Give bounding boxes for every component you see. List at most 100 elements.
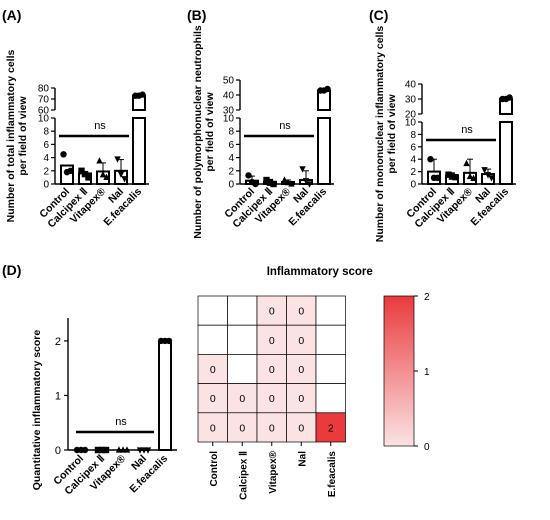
heatmap-column-label: Control	[209, 451, 220, 487]
heatmap-cell-value: 0	[298, 306, 304, 318]
data-point	[103, 173, 110, 180]
ns-label: ns	[94, 120, 106, 132]
data-point	[117, 171, 125, 178]
y-axis-title: Quantitative inflammatory score	[31, 330, 43, 491]
heatmap-cell-value: 0	[210, 422, 216, 434]
panel-label: (B)	[187, 7, 206, 23]
heatmap-column-label: Vitapex®	[268, 450, 279, 493]
data-point	[427, 156, 434, 163]
chart-d: (D) 0 1 2 Quantitative inflammatory score Con…	[2, 262, 430, 500]
data-point	[281, 176, 288, 183]
panel-label: (C)	[369, 7, 388, 23]
bar-lower	[499, 121, 513, 185]
heatmap-cell-value: 0	[269, 364, 275, 376]
data-point	[434, 174, 441, 181]
y-axis-title-line: Number of total inflammatory cells	[5, 49, 17, 222]
panel-b: (B) Number of polymorphonuclear neutrophi…	[185, 0, 368, 250]
data-point	[466, 172, 474, 180]
panel-c: (C) Number of mononuclear inflammatory ce…	[367, 0, 550, 250]
chart-a: (A) Number of total inflammatory cellsper…	[2, 7, 149, 230]
data-point	[114, 156, 121, 163]
y-tick-label: 0	[410, 180, 416, 191]
colorbar-tick-label: 1	[424, 367, 430, 378]
data-point	[121, 176, 128, 183]
y-axis-title-line: per field of view	[386, 93, 398, 173]
heatmap-column-label: E.feacalis	[327, 451, 338, 498]
heatmap-cell	[315, 412, 346, 443]
y-tick-label: 0	[55, 445, 61, 457]
data-point	[85, 174, 92, 181]
data-point	[448, 173, 456, 180]
y-tick-label: 80	[38, 84, 50, 95]
data-point	[81, 170, 89, 178]
y-tick-label: 30	[223, 106, 235, 117]
y-tick-label: 2	[43, 166, 49, 177]
y-tick-label: 10	[38, 114, 50, 125]
data-point	[324, 85, 331, 93]
heatmap-cell-value: 0	[298, 364, 304, 376]
heatmap-cell	[286, 324, 317, 355]
heatmap-cell-value: 2	[328, 422, 334, 434]
heatmap-cell	[227, 324, 258, 355]
y-tick-label: 4	[228, 153, 234, 164]
data-point	[481, 167, 488, 174]
y-tick-label: 0	[43, 180, 49, 191]
y-tick-label: 10	[405, 118, 417, 129]
y-tick-label: 6	[43, 140, 49, 151]
ns-label: ns	[279, 120, 291, 132]
y-tick-label: 4	[43, 153, 49, 164]
y-tick-label: 30	[405, 95, 417, 106]
panel-label: (D)	[2, 262, 21, 278]
heatmap-cell-value: 0	[298, 335, 304, 347]
y-axis-title-line: per field of view	[17, 95, 29, 175]
y-tick-label: 4	[410, 155, 416, 166]
data-point	[445, 171, 452, 178]
panel-d: (D) 0 1 2 Quantitative inflammatory score Con…	[0, 255, 550, 515]
heatmap-cell-value: 0	[269, 335, 275, 347]
y-tick-label: 40	[223, 91, 235, 102]
y-tick-label: 8	[228, 127, 234, 138]
heatmap-cell	[197, 412, 228, 443]
y-tick-label: 2	[228, 166, 234, 177]
y-axis-title: Number of polymorphonuclear neutrophilsp…	[192, 25, 216, 239]
colorbar-tick-label: 2	[424, 292, 430, 303]
y-tick-label: 8	[43, 127, 49, 138]
heatmap-cell-value: 0	[269, 306, 275, 318]
y-axis-title-line: per field of view	[204, 91, 216, 171]
data-point	[470, 174, 477, 182]
data-point	[67, 167, 74, 174]
heatmap-cell	[286, 295, 317, 326]
heatmap-cell-value: 0	[298, 422, 304, 434]
heatmap-cell-value: 0	[269, 393, 275, 405]
heatmap-cell	[227, 412, 258, 443]
data-point	[263, 176, 270, 184]
heatmap-cell	[197, 295, 228, 326]
data-point	[506, 94, 513, 101]
y-tick-label: 20	[405, 110, 417, 121]
heatmap-cell-value: 0	[210, 393, 216, 405]
y-axis-title: Number of total inflammatory cellsper fi…	[5, 49, 29, 222]
y-axis-title-line: Number of polymorphonuclear neutrophils	[192, 25, 204, 239]
bar-lower	[317, 117, 331, 185]
colorbar	[383, 295, 415, 447]
data-point	[299, 166, 306, 173]
data-point	[78, 167, 85, 174]
data-point	[99, 170, 107, 178]
data-point	[302, 178, 310, 185]
heatmap-cell	[227, 383, 258, 414]
heatmap-cell-value: 0	[210, 364, 216, 376]
panel-a: (A) Number of total inflammatory cellsper…	[0, 0, 183, 250]
chart-c: (C) Number of mononuclear inflammatory ce…	[369, 7, 516, 243]
chart-b: (B) Number of polymorphonuclear neutrophi…	[187, 7, 334, 239]
heatmap-cell	[197, 354, 228, 384]
data-point	[484, 172, 492, 179]
y-axis-title-line: Number of mononuclear inflammatory cells	[374, 26, 386, 243]
data-point	[266, 179, 274, 186]
data-point	[463, 159, 470, 167]
y-tick-label: 6	[410, 142, 416, 153]
data-point	[452, 173, 459, 181]
data-point	[96, 157, 103, 164]
heatmap-cell-value: 0	[298, 393, 304, 405]
panel-label: (A)	[2, 7, 21, 23]
y-tick-label: 1	[55, 390, 61, 402]
